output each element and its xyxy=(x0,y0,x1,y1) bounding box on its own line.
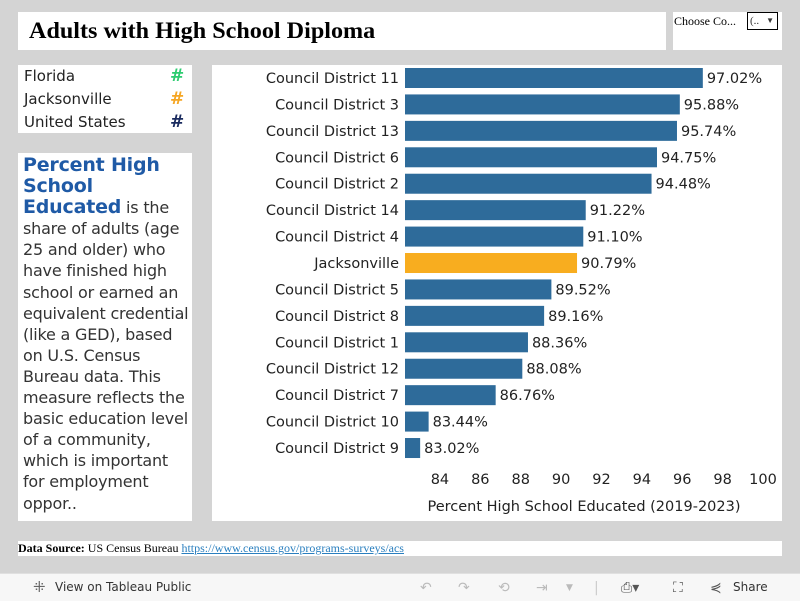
bar xyxy=(405,173,652,194)
bar xyxy=(405,332,528,353)
data-label: 83.44% xyxy=(433,415,488,431)
x-tick-label: 88 xyxy=(511,472,529,488)
x-tick-label: 94 xyxy=(633,472,651,488)
refresh-icon[interactable]: ⇥ xyxy=(536,580,548,596)
bar xyxy=(405,94,680,115)
x-tick-label: 98 xyxy=(713,472,731,488)
category-label: Council District 3 xyxy=(275,97,399,113)
data-label: 88.36% xyxy=(532,335,587,351)
data-label: 89.16% xyxy=(548,309,603,325)
category-label: Council District 12 xyxy=(266,362,399,378)
data-label: 86.76% xyxy=(500,388,555,404)
category-label: Council District 14 xyxy=(266,203,399,219)
x-tick-label: 90 xyxy=(552,472,570,488)
category-label: Council District 10 xyxy=(266,415,399,431)
legend-item-jacksonville: Jacksonville xyxy=(24,90,112,108)
bar xyxy=(405,147,657,168)
hash-icon: # xyxy=(170,66,185,86)
bar xyxy=(405,411,429,432)
category-label: Council District 13 xyxy=(266,124,399,140)
data-label: 90.79% xyxy=(581,256,636,272)
bar xyxy=(405,279,552,300)
bar xyxy=(405,200,586,221)
data-label: 83.02% xyxy=(424,441,479,457)
view-on-tableau-public-link[interactable]: View on Tableau Public xyxy=(55,580,192,594)
chevron-down-icon[interactable]: ▼ xyxy=(566,583,573,593)
bar xyxy=(405,226,584,247)
hash-icon: # xyxy=(170,112,185,132)
category-label: Council District 8 xyxy=(275,309,399,325)
bar xyxy=(405,438,421,459)
source-panel: Data Source: US Census Bureau https://ww… xyxy=(18,541,782,556)
description-text: Percent High School Educated is the shar… xyxy=(23,154,191,514)
divider: | xyxy=(594,580,599,596)
x-tick-label: 84 xyxy=(431,472,449,488)
data-label: 91.22% xyxy=(590,203,645,219)
tableau-toolbar: ⁜ View on Tableau Public ↶ ↷ ⟲ ⇥ ▼ | ⎙▾ … xyxy=(0,573,800,601)
x-axis-title: Percent High School Educated (2019-2023) xyxy=(427,499,740,515)
bar-chart-panel: Council District 11 97.02% Council Distric… xyxy=(212,65,782,521)
data-label: 95.74% xyxy=(681,124,736,140)
category-label: Council District 1 xyxy=(275,335,399,351)
legend-item-florida: Florida xyxy=(24,67,76,85)
category-label: Council District 9 xyxy=(275,441,399,457)
fullscreen-icon[interactable]: ⛶ xyxy=(673,580,683,596)
description-body: is the share of adults (age 25 and older… xyxy=(23,198,189,513)
redo-icon[interactable]: ↷ xyxy=(458,580,470,596)
share-button[interactable]: Share xyxy=(733,580,768,594)
hash-icon: # xyxy=(170,89,185,109)
bar xyxy=(405,305,545,326)
category-label: Council District 5 xyxy=(275,282,399,298)
bar-chart: Council District 11 97.02% Council Distric… xyxy=(266,68,777,515)
category-label: Council District 2 xyxy=(275,177,399,193)
data-label: 88.08% xyxy=(526,362,581,378)
category-label: Council District 6 xyxy=(275,150,399,166)
source-label: Data Source: xyxy=(18,541,85,555)
bar xyxy=(405,358,523,379)
description-panel: Percent High School Educated is the shar… xyxy=(18,153,192,521)
data-label: 91.10% xyxy=(587,230,642,246)
legend-item-united-states: United States xyxy=(24,113,126,131)
data-source: Data Source: US Census Bureau https://ww… xyxy=(18,541,404,556)
x-tick-label: 100 xyxy=(749,472,777,488)
bar xyxy=(405,385,496,406)
council-district-dropdown[interactable]: (.. ▼ xyxy=(747,12,778,30)
category-label: Council District 7 xyxy=(275,388,399,404)
data-label: 95.88% xyxy=(684,97,739,113)
x-tick-label: 92 xyxy=(592,472,610,488)
chevron-down-icon: ▼ xyxy=(766,16,774,25)
dropdown-value: (.. xyxy=(750,15,760,27)
bar xyxy=(405,120,677,141)
category-label: Jacksonville xyxy=(313,256,399,272)
bar xyxy=(405,68,703,88)
description-heading: Percent High School Educated xyxy=(23,154,160,219)
undo-icon[interactable]: ↶ xyxy=(420,580,432,596)
filter-label: Choose Co... xyxy=(674,14,737,28)
tableau-logo-icon: ⁜ xyxy=(33,578,46,596)
bar xyxy=(405,253,578,274)
data-label: 89.52% xyxy=(555,282,610,298)
source-link[interactable]: https://www.census.gov/programs-surveys/… xyxy=(181,541,404,555)
category-label: Council District 11 xyxy=(266,71,399,87)
data-label: 94.48% xyxy=(656,177,711,193)
share-icon[interactable]: ⋞ xyxy=(710,580,722,596)
category-label: Council District 4 xyxy=(275,230,399,246)
source-text: US Census Bureau xyxy=(87,541,179,555)
data-label: 97.02% xyxy=(707,71,762,87)
data-label: 94.75% xyxy=(661,150,716,166)
title-panel: Adults with High School Diploma xyxy=(18,12,666,50)
x-tick-label: 86 xyxy=(471,472,489,488)
filter-panel: Choose Co... (.. ▼ xyxy=(673,12,782,50)
dashboard-title: Adults with High School Diploma xyxy=(29,18,376,43)
x-tick-label: 96 xyxy=(673,472,691,488)
download-icon[interactable]: ⎙▾ xyxy=(621,580,640,596)
legend: Florida # Jacksonville # United States # xyxy=(18,65,192,133)
revert-icon[interactable]: ⟲ xyxy=(498,580,510,596)
